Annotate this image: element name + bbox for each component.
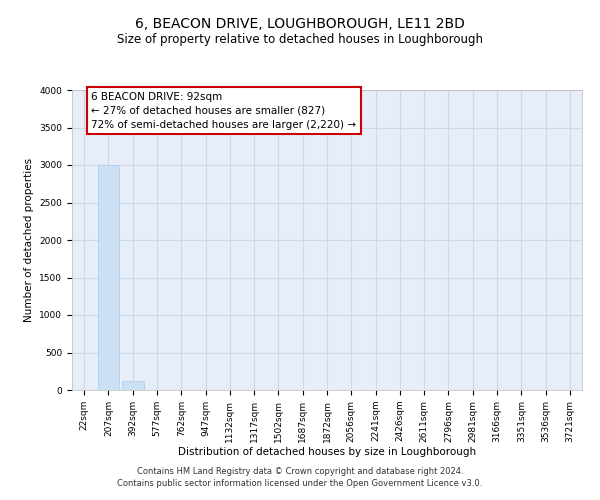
Text: 6 BEACON DRIVE: 92sqm
← 27% of detached houses are smaller (827)
72% of semi-det: 6 BEACON DRIVE: 92sqm ← 27% of detached … [91,92,356,130]
Text: 6, BEACON DRIVE, LOUGHBOROUGH, LE11 2BD: 6, BEACON DRIVE, LOUGHBOROUGH, LE11 2BD [135,18,465,32]
Bar [97,165,119,390]
Y-axis label: Number of detached properties: Number of detached properties [24,158,34,322]
Text: Contains HM Land Registry data © Crown copyright and database right 2024.
Contai: Contains HM Land Registry data © Crown c… [118,466,482,487]
Bar [122,381,143,390]
X-axis label: Distribution of detached houses by size in Loughborough: Distribution of detached houses by size … [178,448,476,458]
Text: Size of property relative to detached houses in Loughborough: Size of property relative to detached ho… [117,32,483,46]
